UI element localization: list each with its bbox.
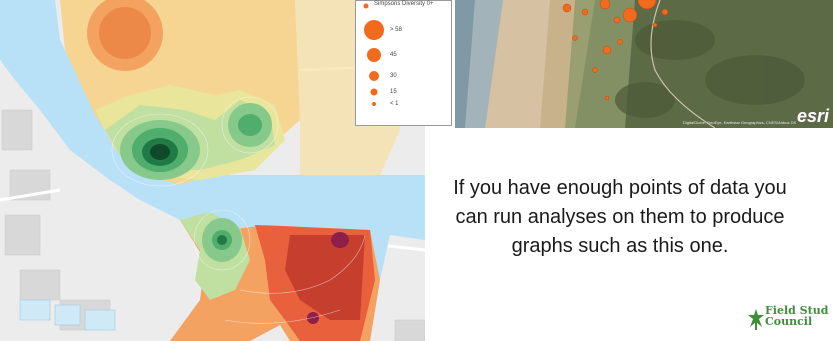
slide-caption: If you have enough points of data you ca… <box>453 177 787 257</box>
contour-lines <box>111 96 366 324</box>
legend-symbol-smallest <box>372 102 376 106</box>
legend-label-1: > 58 <box>390 27 402 33</box>
legend-label-5: < 1 <box>390 101 399 107</box>
legend-symbol-largest <box>364 20 384 40</box>
leaf-icon <box>748 309 764 330</box>
esri-logo: esri <box>796 106 829 126</box>
aerial-svg <box>455 0 833 128</box>
legend-title-marker <box>363 3 369 9</box>
legend-label-2: 45 <box>390 52 397 58</box>
aerial-texture <box>615 20 805 118</box>
legend-label-4: 15 <box>390 89 397 95</box>
logo-line-1: Field Stud <box>765 304 829 317</box>
legend-title: Simpsons Diversity 0+ <box>374 1 434 7</box>
field-studies-council-logo: Field Stud Council <box>742 305 833 341</box>
imagery-attribution: DigitalGlobe, GeoEye, Earthstar Geograph… <box>683 120 797 125</box>
legend-symbols <box>363 3 384 106</box>
logo-line-2: Council <box>765 315 813 328</box>
legend-label-3: 30 <box>390 73 397 79</box>
logo-text: Field Stud Council <box>765 305 828 327</box>
harbour-docks <box>19 299 116 331</box>
legend-symbol-small <box>370 88 378 96</box>
diversity-heatmap <box>0 0 425 341</box>
heatmap-svg <box>0 0 425 341</box>
legend-symbol-large <box>367 48 381 62</box>
aerial-surf <box>465 0 503 128</box>
survey-points <box>562 0 669 101</box>
aerial-imagery-map: DigitalGlobe, GeoEye, Earthstar Geograph… <box>455 0 833 128</box>
interpolated-surface <box>60 0 400 341</box>
legend-symbol-medium <box>369 71 379 81</box>
map-legend: Simpsons Diversity 0+ > 58 45 30 15 < 1 <box>355 0 452 126</box>
